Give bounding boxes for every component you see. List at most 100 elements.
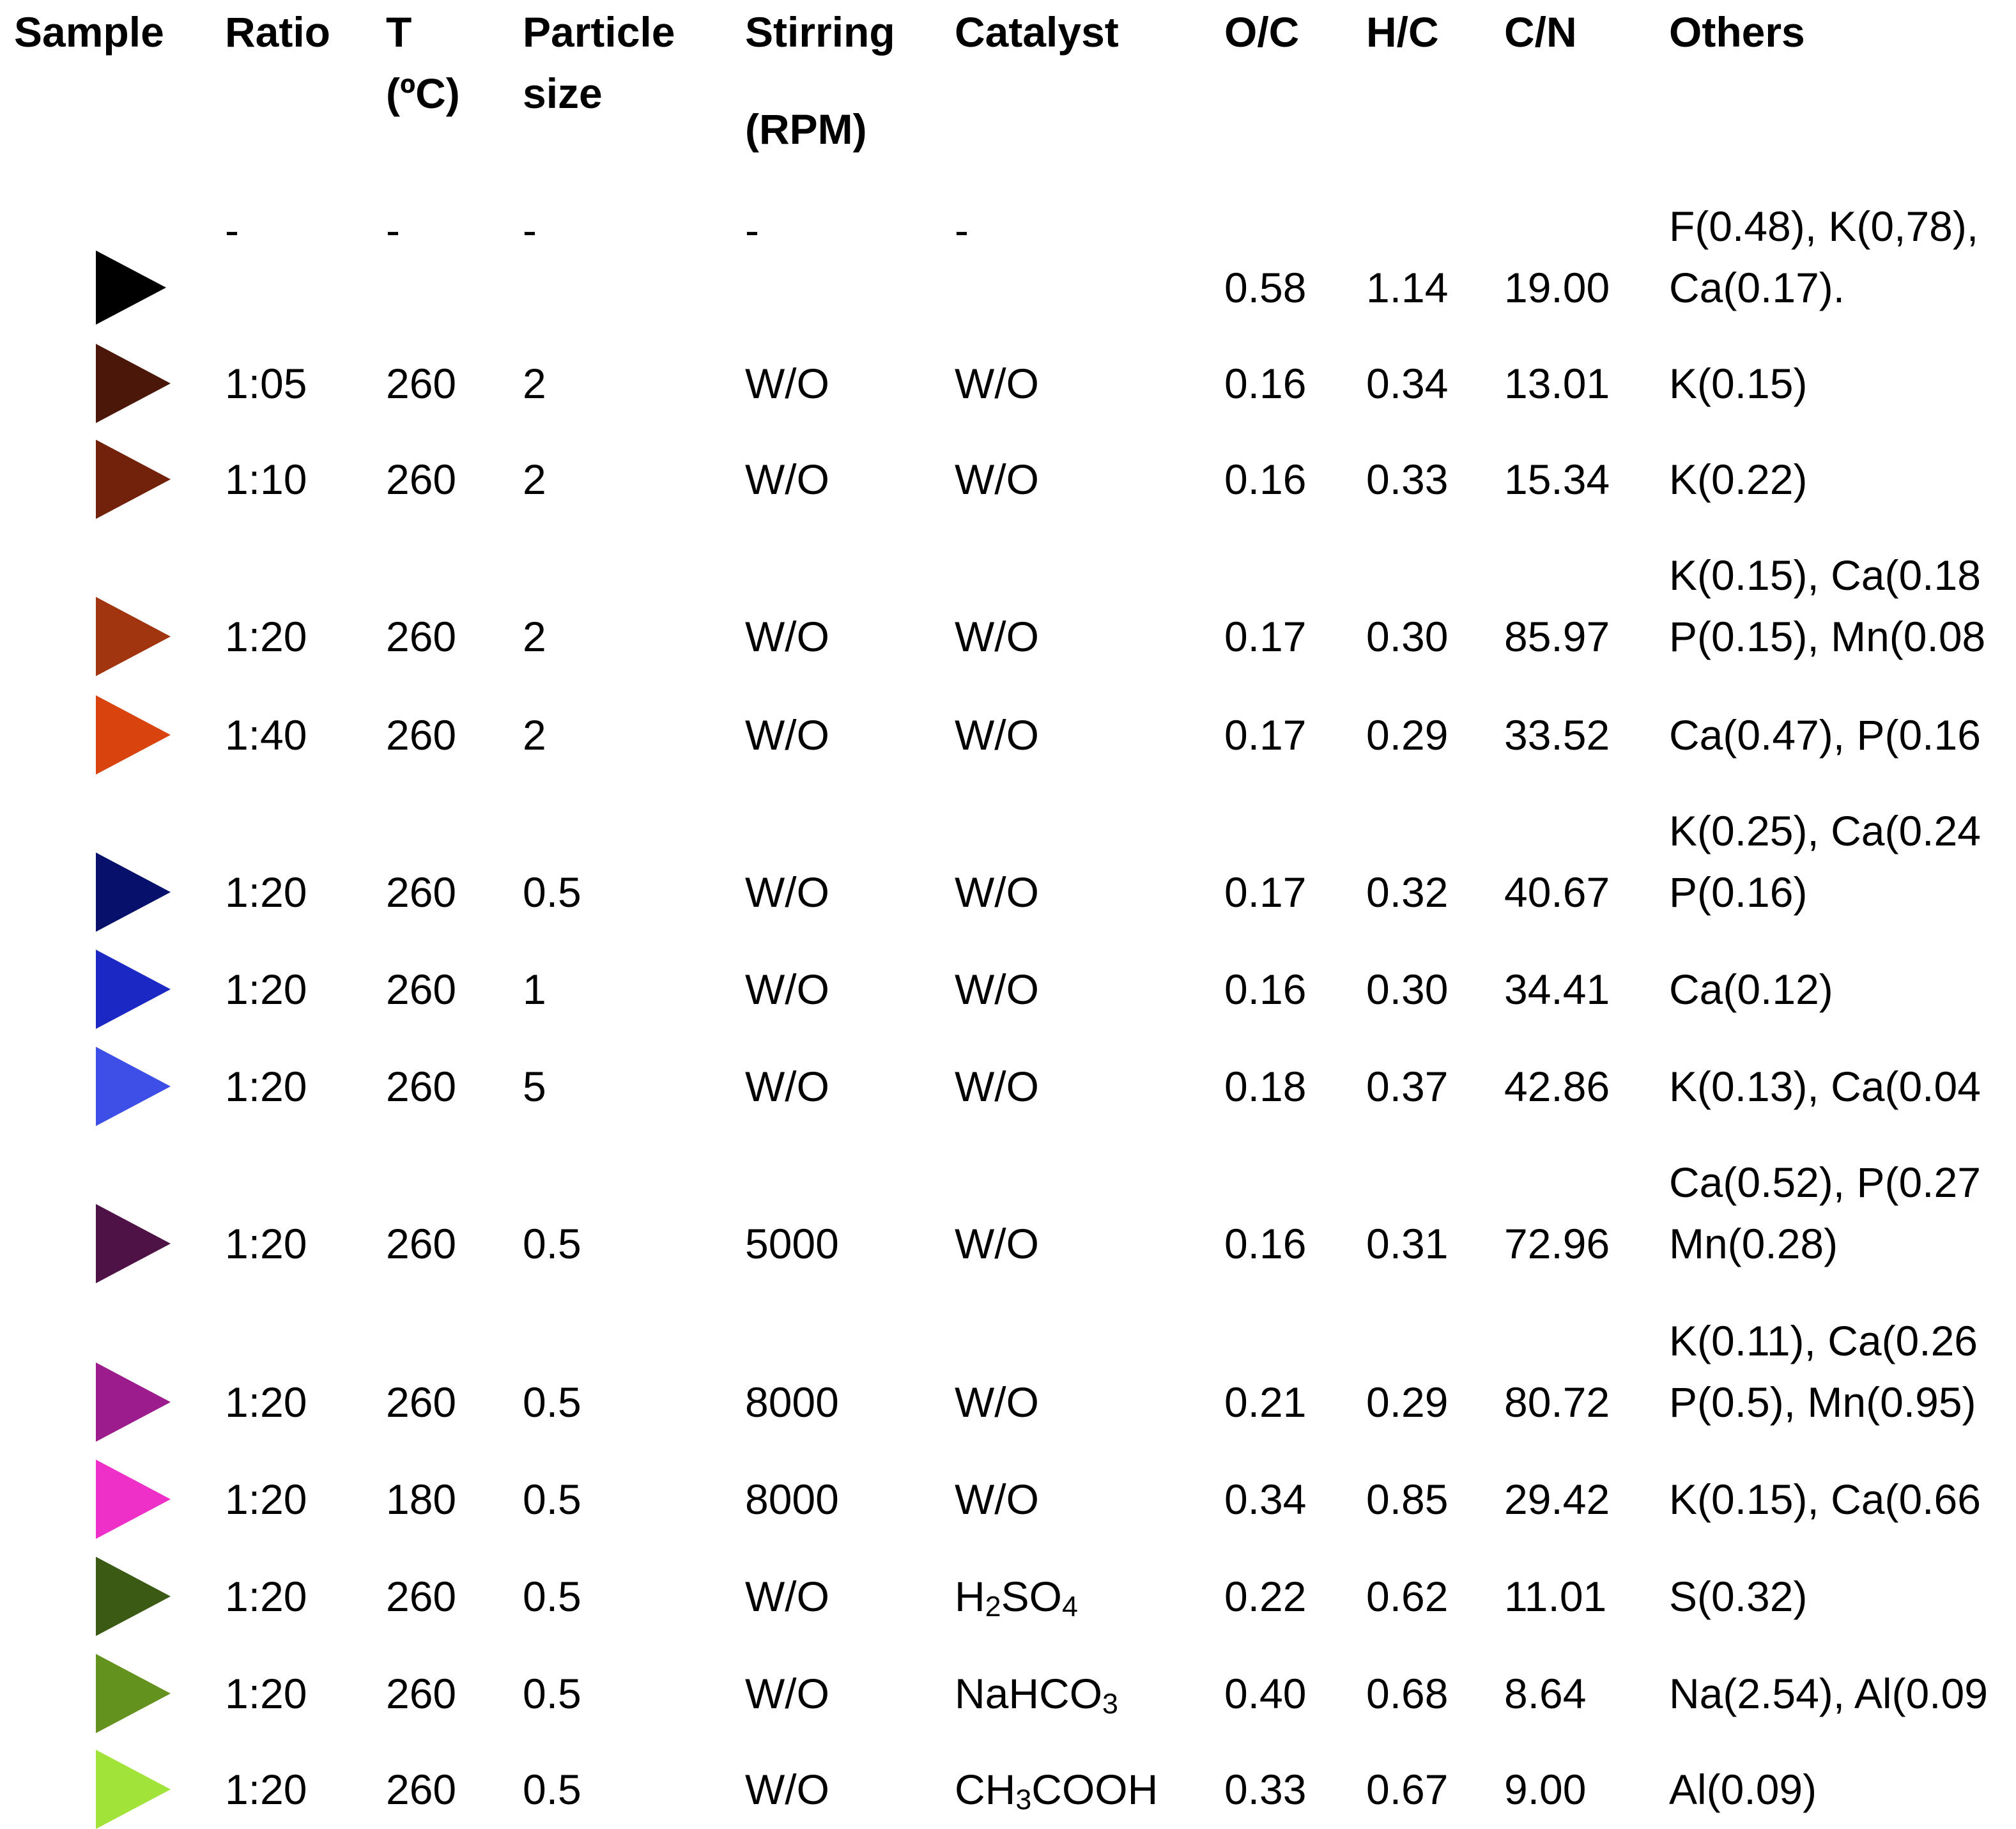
others-line: K(0.22)	[1669, 456, 1808, 503]
others-line: K(0.15), Ca(0.18	[1669, 552, 1981, 599]
cell-stirring: W/O	[745, 966, 829, 1013]
cell-stirring: W/O	[745, 360, 829, 407]
others-line: K(0.25), Ca(0.24	[1669, 807, 1981, 854]
header-temperature: T (ºC)	[386, 1, 460, 124]
sample-marker-triangle	[96, 853, 171, 932]
cell-catalyst: W/O	[955, 711, 1039, 759]
header-temperature-line1: T	[386, 8, 412, 56]
header-oc: O/C	[1224, 8, 1300, 56]
cell-oc: 0.16	[1224, 360, 1307, 407]
cell-t: 260	[386, 711, 457, 759]
cell-stirring: 8000	[745, 1378, 839, 1426]
catalyst-text: CH	[955, 1766, 1016, 1813]
cell-oc: 0.17	[1224, 868, 1307, 916]
cell-oc: 0.17	[1224, 613, 1307, 660]
cell-cn: 29.42	[1504, 1476, 1610, 1523]
cell-stirring: W/O	[745, 711, 829, 759]
header-catalyst: Catalyst	[955, 8, 1119, 56]
others-line: K(0.15), Ca(0.66	[1669, 1476, 1981, 1523]
header-particle-line1: Particle	[523, 8, 675, 56]
cell-ratio: 1:20	[225, 868, 307, 916]
cell-ratio: 1:20	[225, 1476, 307, 1523]
header-others: Others	[1669, 8, 1805, 56]
catalyst-subscript: 4	[1062, 1590, 1078, 1623]
cell-stirring: W/O	[745, 456, 829, 503]
cell-cn: 72.96	[1504, 1220, 1610, 1267]
catalyst-text: SO	[1001, 1573, 1062, 1620]
header-hc: H/C	[1366, 8, 1439, 56]
cell-hc: 1.14	[1366, 264, 1449, 311]
catalyst-text: NaHCO	[955, 1670, 1103, 1717]
cell-catalyst: W/O	[955, 868, 1039, 916]
catalyst-subscript: 3	[1015, 1783, 1032, 1816]
cell-catalyst: W/O	[955, 1378, 1039, 1426]
cell-cn: 85.97	[1504, 613, 1610, 660]
cell-others: K(0.15), Ca(0.18 P(0.15), Mn(0.08	[1669, 544, 1985, 667]
cell-hc: 0.62	[1366, 1573, 1449, 1620]
cell-hc: 0.29	[1366, 1378, 1449, 1426]
cell-t: 260	[386, 613, 457, 660]
cell-ratio: 1:20	[225, 1220, 307, 1267]
sample-marker-triangle	[96, 440, 171, 519]
cell-oc: 0.58	[1224, 264, 1307, 311]
sample-marker-triangle	[96, 950, 171, 1029]
others-line: P(0.5), Mn(0.95)	[1669, 1378, 1976, 1426]
cell-stirring: W/O	[745, 1670, 829, 1717]
cell-catalyst: H2SO4	[955, 1566, 1078, 1627]
cell-particle: 0.5	[523, 1476, 581, 1523]
cell-t: 260	[386, 1766, 457, 1813]
cell-others: Na(2.54), Al(0.09	[1669, 1663, 1988, 1724]
cell-oc: 0.16	[1224, 456, 1307, 503]
cell-oc: 0.22	[1224, 1573, 1307, 1620]
header-stirring-line1: Stirring	[745, 8, 895, 56]
cell-hc: 0.34	[1366, 360, 1449, 407]
cell-particle: 2	[523, 711, 546, 759]
others-line: S(0.32)	[1669, 1573, 1808, 1620]
cell-others: K(0.11), Ca(0.26 P(0.5), Mn(0.95)	[1669, 1310, 1978, 1433]
cell-others: Ca(0.12)	[1669, 959, 1833, 1020]
cell-others: Ca(0.52), P(0.27 Mn(0.28)	[1669, 1152, 1981, 1274]
others-line: Ca(0.17).	[1669, 264, 1845, 311]
others-line: Ca(0.12)	[1669, 966, 1833, 1013]
cell-stirring: -	[745, 206, 759, 254]
cell-others: K(0.13), Ca(0.04	[1669, 1056, 1981, 1117]
sample-marker-triangle	[96, 597, 171, 676]
others-line: Ca(0.52), P(0.27	[1669, 1159, 1981, 1206]
cell-ratio: 1:20	[225, 1766, 307, 1813]
cell-particle: 0.5	[523, 1670, 581, 1717]
header-particle-size: Particle size	[523, 1, 675, 124]
cell-stirring: W/O	[745, 1063, 829, 1110]
cell-others: Ca(0.47), P(0.16	[1669, 704, 1981, 766]
sample-marker-triangle	[96, 344, 171, 423]
cell-cn: 8.64	[1504, 1670, 1587, 1717]
catalyst-subscript: 2	[985, 1590, 1001, 1623]
cell-catalyst: NaHCO3	[955, 1663, 1118, 1724]
sample-marker-triangle	[96, 1362, 171, 1442]
cell-hc: 0.30	[1366, 966, 1449, 1013]
cell-particle: 5	[523, 1063, 546, 1110]
header-cn: C/N	[1504, 8, 1577, 56]
catalyst-text: H	[955, 1573, 985, 1620]
cell-oc: 0.18	[1224, 1063, 1307, 1110]
cell-particle: 0.5	[523, 1573, 581, 1620]
cell-ratio: 1:20	[225, 613, 307, 660]
cell-particle: 1	[523, 966, 546, 1013]
cell-ratio: 1:05	[225, 360, 307, 407]
cell-oc: 0.21	[1224, 1378, 1307, 1426]
cell-catalyst: -	[955, 206, 969, 254]
cell-stirring: W/O	[745, 1766, 829, 1813]
others-line: Na(2.54), Al(0.09	[1669, 1670, 1988, 1717]
cell-ratio: 1:40	[225, 711, 307, 759]
cell-hc: 0.30	[1366, 613, 1449, 660]
cell-hc: 0.29	[1366, 711, 1449, 759]
others-line: F(0.48), K(0,78),	[1669, 203, 1979, 250]
cell-particle: 2	[523, 456, 546, 503]
cell-others: K(0.15)	[1669, 353, 1807, 414]
cell-others: Al(0.09)	[1669, 1759, 1817, 1820]
cell-cn: 9.00	[1504, 1766, 1587, 1813]
cell-hc: 0.67	[1366, 1766, 1449, 1813]
cell-cn: 13.01	[1504, 360, 1610, 407]
cell-catalyst: W/O	[955, 966, 1039, 1013]
cell-t: 260	[386, 456, 457, 503]
cell-oc: 0.16	[1224, 966, 1307, 1013]
